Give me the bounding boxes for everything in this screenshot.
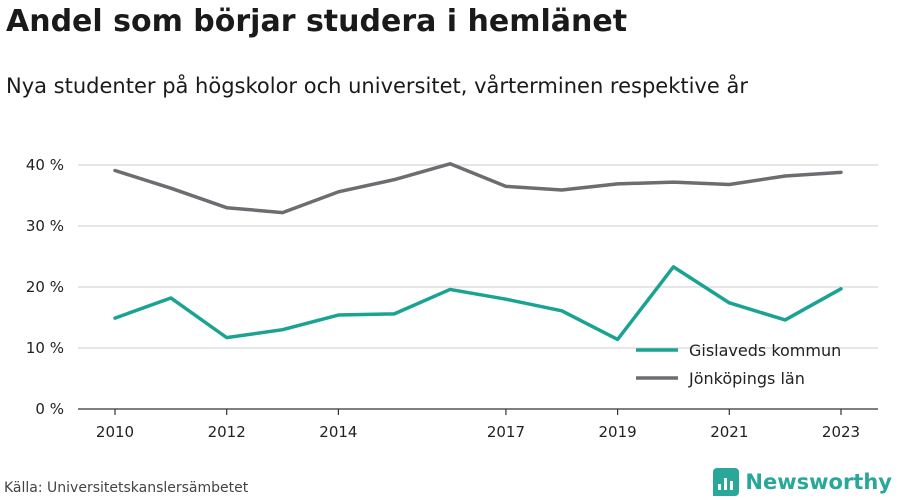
legend-label: Jönköpings län bbox=[688, 369, 805, 388]
brand-logo: Newsworthy bbox=[713, 468, 892, 496]
x-tick-label: 2010 bbox=[96, 423, 134, 441]
source-note: Källa: Universitetskanslersämbetet bbox=[4, 480, 249, 496]
x-tick-label: 2012 bbox=[208, 423, 246, 441]
x-tick-label: 2021 bbox=[710, 423, 748, 441]
y-tick-label: 30 % bbox=[26, 217, 64, 235]
x-tick-label: 2023 bbox=[822, 423, 860, 441]
y-axis-ticks: 0 % 10 % 20 % 30 % 40 % bbox=[26, 156, 64, 418]
chart-title: Andel som börjar studera i hemlänet bbox=[6, 4, 628, 39]
brand-name: Newsworthy bbox=[745, 470, 892, 494]
x-tick-label: 2019 bbox=[599, 423, 637, 441]
x-axis: 2010 2012 2014 2017 2019 2021 2023 bbox=[78, 408, 878, 441]
y-tick-label: 40 % bbox=[26, 156, 64, 174]
chart-subtitle: Nya studenter på högskolor och universit… bbox=[6, 74, 748, 98]
series-lines bbox=[113, 162, 843, 342]
x-tick-label: 2017 bbox=[487, 423, 525, 441]
series-line-gislaveds-kommun bbox=[113, 265, 843, 342]
x-tick-label: 2014 bbox=[319, 423, 357, 441]
legend-label: Gislaveds kommun bbox=[689, 341, 841, 360]
y-tick-label: 0 % bbox=[35, 400, 64, 418]
grid-lines bbox=[78, 164, 878, 349]
y-tick-label: 10 % bbox=[26, 339, 64, 357]
y-tick-label: 20 % bbox=[26, 278, 64, 296]
newsworthy-logo-icon bbox=[713, 468, 740, 496]
series-line-j-nk-pings-l-n bbox=[113, 162, 843, 215]
legend: Gislaveds kommun Jönköpings län bbox=[636, 341, 841, 388]
